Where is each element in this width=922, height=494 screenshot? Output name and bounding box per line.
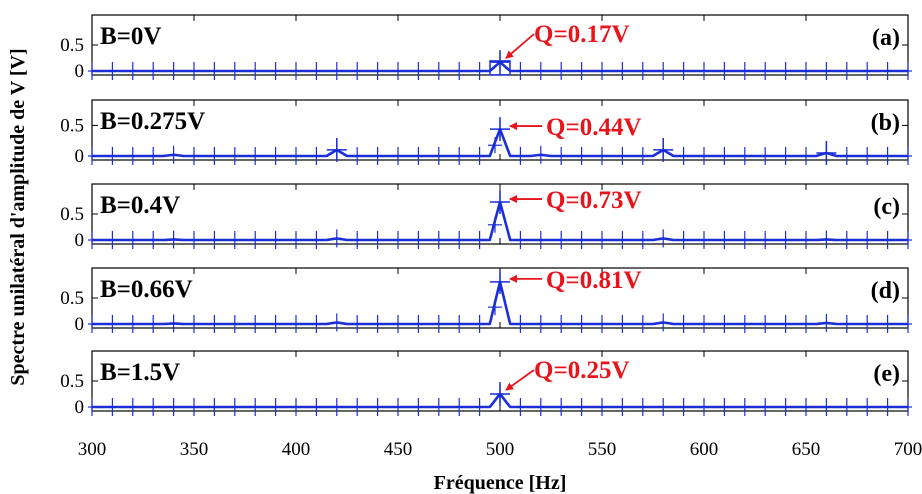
panel-e: 0 0.5 B=1.5V (e) Q=0.25V [60,350,912,418]
y-tick-label: 0 [75,61,85,82]
panel-letter: (c) [873,194,900,220]
q-label: Q=0.81V [546,267,642,294]
panel-b-label: B=0V [100,23,161,50]
panels: 0 0.5 B=0V (a) Q=0.17V 0 0.5 B=0.275V (b) Q=0.44V… [60,14,912,418]
panel-c: 0 0.5 B=0.4V (c) Q=0.73V [60,183,912,251]
panel-b-label: B=0.4V [100,192,180,219]
y-tick-label: 0.5 [60,371,84,392]
q-label: Q=0.17V [534,21,630,48]
x-axis-tick-labels: 300 350 400 450 500 550 600 650 700 [78,439,922,460]
panel-a: 0 0.5 B=0V (a) Q=0.17V [60,14,912,82]
y-tick-label: 0.5 [60,35,84,56]
panel-b-label: B=1.5V [100,359,180,386]
x-tick-label: 700 [894,439,922,460]
q-label: Q=0.25V [534,357,630,384]
y-tick-label: 0 [75,230,85,251]
panel-letter: (d) [871,278,900,304]
q-arrow [505,369,535,391]
x-tick-label: 350 [180,439,209,460]
y-axis-title: Spectre unilatéral d'amplitude de V [V] [7,48,29,385]
x-tick-label: 300 [78,439,107,460]
y-tick-label: 0.5 [60,204,84,225]
x-tick-label: 500 [486,439,515,460]
panel-d: 0 0.5 B=0.66V (d) Q=0.81V [60,267,912,335]
x-tick-label: 400 [282,439,311,460]
panel-letter: (b) [871,110,900,136]
x-tick-label: 600 [690,439,719,460]
q-label: Q=0.73V [546,187,642,214]
x-tick-label: 550 [588,439,617,460]
panel-letter: (e) [873,361,900,387]
panel-b: 0 0.5 B=0.275V (b) Q=0.44V [60,99,912,167]
y-tick-label: 0 [75,146,85,167]
x-tick-label: 650 [792,439,821,460]
q-arrow [505,33,535,59]
y-tick-label: 0 [75,397,85,418]
y-tick-label: 0.5 [60,288,84,309]
panel-b-label: B=0.66V [100,276,193,303]
panel-letter: (a) [872,25,900,51]
square-marker [489,60,511,76]
x-axis-title: Fréquence [Hz] [434,472,567,494]
q-label: Q=0.44V [546,114,642,141]
panel-b-label: B=0.275V [100,108,205,135]
x-tick-label: 450 [384,439,413,460]
y-tick-label: 0.5 [60,115,84,136]
y-tick-label: 0 [75,314,85,335]
